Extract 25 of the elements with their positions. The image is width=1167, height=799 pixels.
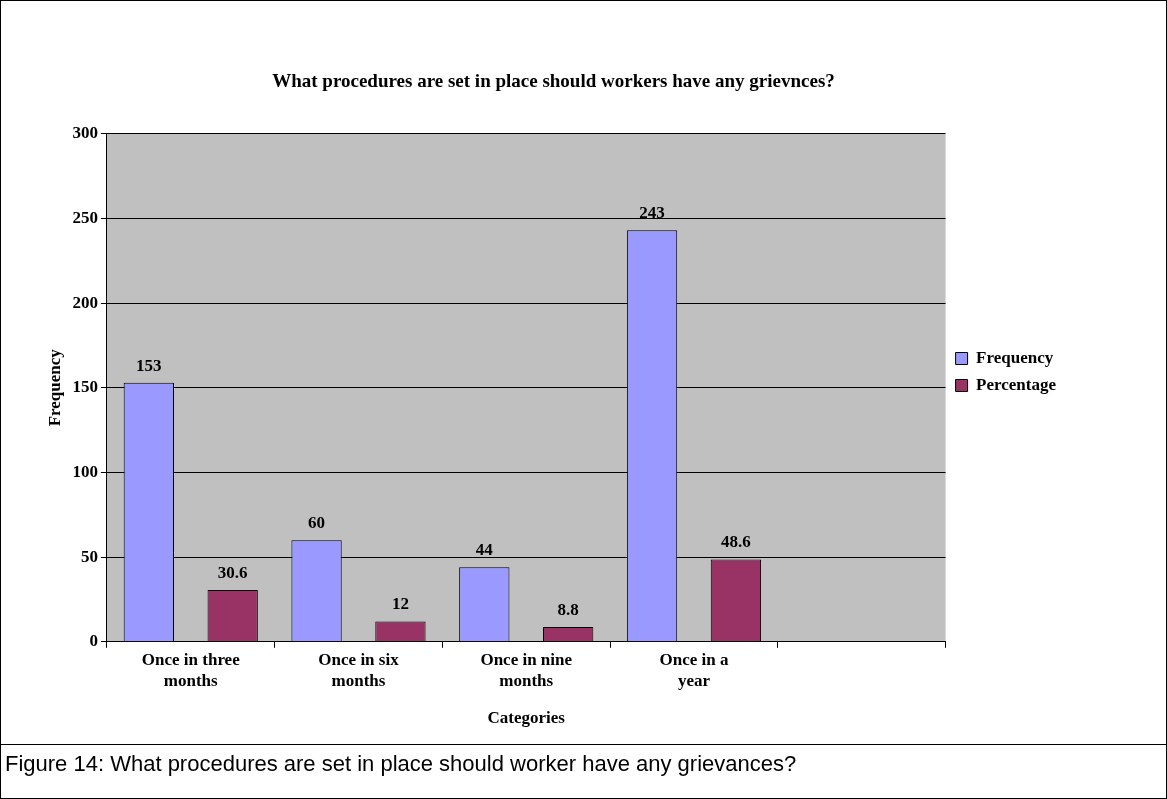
y-tick-label: 0 — [89, 631, 98, 651]
y-tick-label: 250 — [72, 207, 98, 227]
x-tick-label: Once in three months — [141, 650, 241, 690]
data-label: 12 — [391, 594, 409, 614]
data-label: 243 — [639, 203, 665, 223]
data-label: 8.8 — [557, 599, 579, 619]
chart-title: What procedures are set in place should workers have any grievnces? — [272, 70, 835, 92]
y-tick-label: 50 — [80, 546, 98, 566]
data-label: 30.6 — [217, 562, 248, 582]
x-axis-title: Categories — [487, 708, 566, 728]
x-tick-label: Once in a year — [659, 650, 729, 690]
data-label: 48.6 — [721, 532, 751, 552]
x-tick-label: Once in six months — [318, 650, 400, 690]
data-label: 44 — [475, 540, 494, 560]
legend-label: Frequency — [976, 347, 1054, 367]
y-tick-label: 300 — [72, 123, 98, 143]
y-tick-label: 100 — [72, 461, 98, 481]
y-tick-label: 150 — [72, 377, 98, 397]
y-axis-title: Frequency — [44, 348, 64, 427]
data-label: 153 — [136, 355, 162, 375]
x-tick-label: Once in nine months — [480, 650, 573, 690]
y-tick-label: 200 — [72, 292, 98, 312]
caption: Figure 14: What procedures are set in place should worker have any grievances? — [1, 744, 1166, 798]
legend-label: Percentage — [976, 374, 1057, 394]
data-label: 60 — [308, 513, 326, 533]
